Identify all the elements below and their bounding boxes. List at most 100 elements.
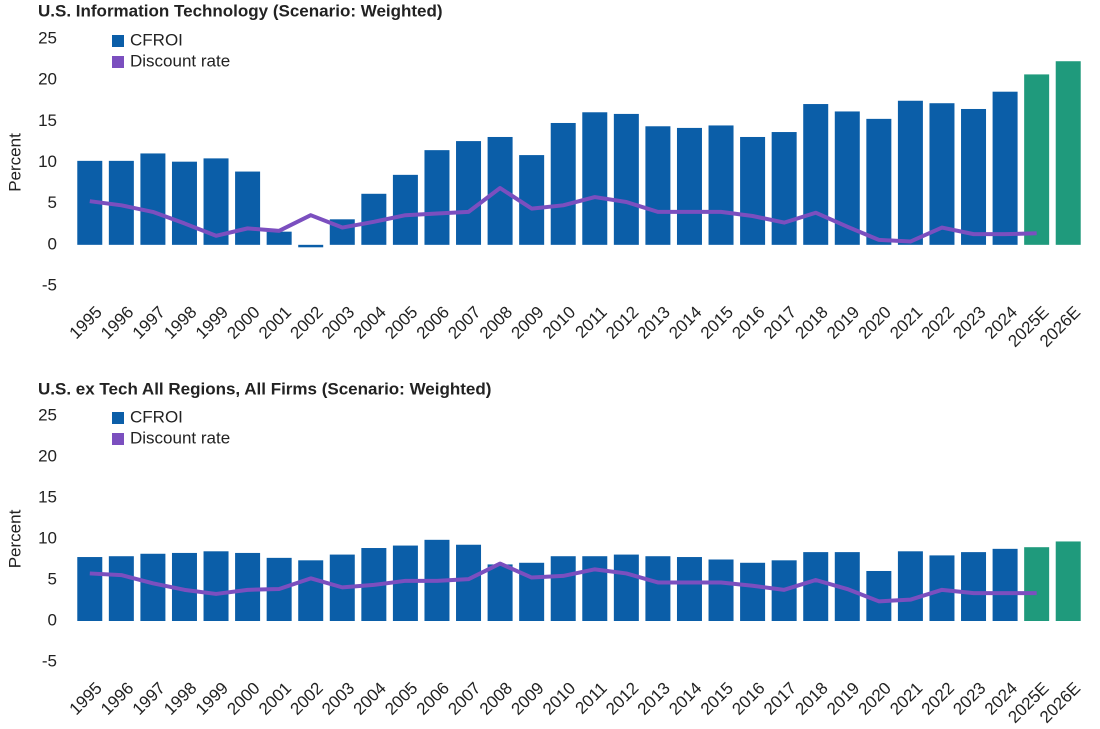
bar bbox=[961, 552, 987, 621]
x-tick-label: 2008 bbox=[476, 303, 516, 343]
x-tick-label: 2018 bbox=[792, 679, 832, 719]
y-tick-label: 15 bbox=[38, 111, 57, 130]
x-tick-label: 2003 bbox=[318, 679, 358, 719]
x-tick-label: 2015 bbox=[697, 679, 737, 719]
bar bbox=[298, 244, 324, 248]
x-tick-label: 1995 bbox=[66, 679, 106, 719]
bar bbox=[740, 136, 766, 245]
x-tick-label: 2003 bbox=[318, 303, 358, 343]
bar bbox=[676, 557, 702, 621]
y-tick-label: 20 bbox=[38, 70, 57, 89]
x-tick-label: 2001 bbox=[255, 303, 295, 343]
x-tick-label: 2020 bbox=[855, 303, 895, 343]
x-tick-label: 1999 bbox=[192, 679, 232, 719]
bar bbox=[487, 564, 513, 621]
chart-title: U.S. Information Technology (Scenario: W… bbox=[38, 1, 443, 20]
legend-label: CFROI bbox=[130, 407, 183, 426]
x-tick-label: 2008 bbox=[476, 679, 516, 719]
bar bbox=[487, 136, 513, 245]
x-tick-label: 2007 bbox=[444, 303, 484, 343]
y-axis-label: Percent bbox=[5, 509, 24, 568]
x-tick-label: 2004 bbox=[350, 679, 390, 719]
x-tick-label: 2020 bbox=[855, 679, 895, 719]
x-tick-label: 2021 bbox=[886, 679, 926, 719]
y-tick-label: 25 bbox=[38, 28, 57, 47]
x-tick-label: 1996 bbox=[97, 303, 137, 343]
x-tick-label: 2023 bbox=[949, 303, 989, 343]
x-tick-label: 2016 bbox=[728, 679, 768, 719]
x-tick-label: 2013 bbox=[634, 679, 674, 719]
x-tick-label: 2018 bbox=[792, 303, 832, 343]
bar bbox=[897, 551, 923, 621]
x-tick-label: 2021 bbox=[886, 303, 926, 343]
x-tick-label: 2017 bbox=[760, 679, 800, 719]
bar bbox=[235, 552, 261, 621]
bar bbox=[456, 141, 482, 245]
bar bbox=[140, 153, 166, 245]
x-tick-label: 2009 bbox=[507, 679, 547, 719]
bar bbox=[992, 548, 1018, 621]
bar bbox=[613, 554, 639, 621]
x-tick-label: 2012 bbox=[602, 303, 642, 343]
x-tick-label: 2022 bbox=[918, 303, 958, 343]
bar bbox=[803, 552, 829, 621]
bar bbox=[708, 559, 734, 621]
x-tick-label: 2012 bbox=[602, 679, 642, 719]
x-tick-label: 2013 bbox=[634, 303, 674, 343]
x-tick-label: 1998 bbox=[160, 303, 200, 343]
y-axis-label: Percent bbox=[5, 133, 24, 192]
x-tick-label: 2019 bbox=[823, 303, 863, 343]
x-tick-label: 2014 bbox=[665, 303, 705, 343]
legend-label: Discount rate bbox=[130, 428, 230, 447]
bar bbox=[171, 161, 197, 245]
x-tick-label: 1999 bbox=[192, 303, 232, 343]
x-tick-label: 2005 bbox=[381, 303, 421, 343]
bar bbox=[235, 171, 261, 245]
bar bbox=[140, 553, 166, 621]
bar bbox=[582, 112, 608, 245]
y-tick-label: 25 bbox=[38, 405, 57, 424]
bar bbox=[392, 174, 418, 245]
x-tick-label: 2016 bbox=[728, 303, 768, 343]
bar bbox=[771, 132, 797, 245]
bar bbox=[929, 103, 955, 245]
bar bbox=[1024, 547, 1050, 621]
bar bbox=[1055, 541, 1081, 621]
x-tick-label: 1997 bbox=[129, 303, 169, 343]
x-tick-label: 2011 bbox=[571, 303, 610, 342]
y-tick-label: 20 bbox=[38, 446, 57, 465]
bar bbox=[645, 126, 671, 245]
chart-title: U.S. ex Tech All Regions, All Firms (Sce… bbox=[38, 379, 491, 398]
bar bbox=[456, 544, 482, 621]
y-tick-label: 10 bbox=[38, 152, 57, 171]
bar bbox=[613, 113, 639, 245]
x-tick-label: 2009 bbox=[507, 303, 547, 343]
x-tick-label: 2022 bbox=[918, 679, 958, 719]
bar bbox=[803, 104, 829, 245]
bar bbox=[108, 556, 134, 621]
line bbox=[89, 561, 1037, 604]
x-tick-label: 2006 bbox=[413, 679, 453, 719]
y-tick-label: -5 bbox=[42, 275, 57, 294]
x-tick-label: 2010 bbox=[539, 679, 579, 719]
legend-swatch bbox=[112, 56, 124, 68]
legend-label: Discount rate bbox=[130, 51, 230, 70]
legend-swatch bbox=[112, 433, 124, 445]
x-tick-label: 2010 bbox=[539, 303, 579, 343]
bar bbox=[519, 155, 545, 245]
x-tick-label: 2011 bbox=[571, 679, 610, 718]
bar bbox=[424, 150, 450, 245]
legend-label: CFROI bbox=[130, 30, 183, 49]
x-tick-label: 2004 bbox=[350, 303, 390, 343]
y-tick-label: 5 bbox=[48, 193, 57, 212]
chart: U.S. Information Technology (Scenario: W… bbox=[5, 1, 1084, 350]
x-tick-label: 2017 bbox=[760, 303, 800, 343]
x-tick-label: 2005 bbox=[381, 679, 421, 719]
x-tick-label: 2007 bbox=[444, 679, 484, 719]
x-tick-label: 1996 bbox=[97, 679, 137, 719]
x-tick-label: 1998 bbox=[160, 679, 200, 719]
x-tick-label: 2000 bbox=[223, 679, 263, 719]
bar bbox=[203, 551, 229, 621]
x-tick-label: 2002 bbox=[287, 303, 327, 343]
x-tick-label: 2001 bbox=[255, 679, 295, 719]
